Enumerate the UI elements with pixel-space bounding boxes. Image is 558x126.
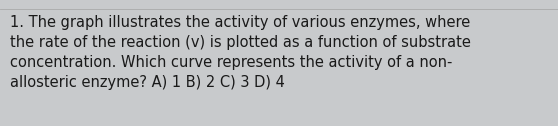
Text: 1. The graph illustrates the activity of various enzymes, where
the rate of the : 1. The graph illustrates the activity of… — [10, 15, 471, 90]
